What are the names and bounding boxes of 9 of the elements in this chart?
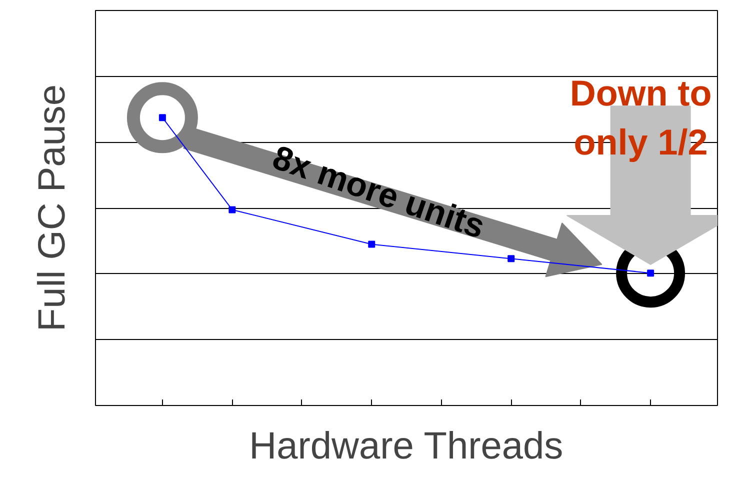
point (368, 240, 376, 248)
x-axis-title: Hardware Threads (249, 426, 564, 468)
y-axis-title: Full GC Pause (32, 84, 74, 332)
point (647, 270, 654, 277)
annotation: 8x more units (268, 138, 490, 246)
annotation: Down to only 1/2 (570, 72, 712, 163)
point (508, 255, 515, 262)
point (158, 114, 166, 122)
point (228, 206, 236, 214)
